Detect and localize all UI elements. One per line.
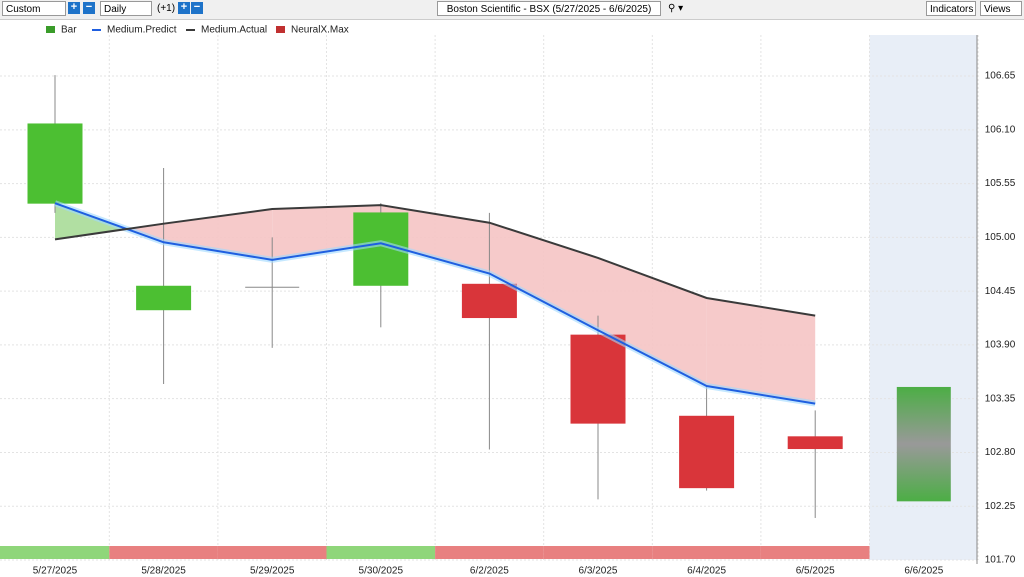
candle-body <box>136 285 192 311</box>
y-tick-label: 102.80 <box>985 447 1016 458</box>
x-tick-label: 6/2/2025 <box>470 566 509 577</box>
legend-label: Medium.Actual <box>201 25 267 36</box>
candle-body <box>27 123 83 204</box>
y-tick-label: 103.90 <box>985 340 1016 351</box>
candle-body <box>787 436 843 450</box>
x-tick-label: 6/4/2025 <box>687 566 726 577</box>
candle-body <box>570 334 626 424</box>
y-tick-label: 104.45 <box>985 286 1016 297</box>
candle-body <box>679 415 735 489</box>
signal-strip <box>0 546 110 559</box>
band-fill <box>598 257 707 386</box>
remove-button[interactable]: − <box>83 2 95 14</box>
legend-label: NeuralX.Max <box>291 25 349 36</box>
band-fill <box>706 297 816 404</box>
x-tick-label: 6/5/2025 <box>796 566 835 577</box>
offset: (+1) <box>157 3 176 14</box>
x-tick-label: 5/27/2025 <box>33 566 78 577</box>
line <box>54 204 816 317</box>
legend-label: Bar <box>61 25 77 36</box>
x-tick-label: 6/6/2025 <box>904 566 943 577</box>
search-icon[interactable]: ⚲ ▾ <box>668 3 684 14</box>
interval-select[interactable]: Daily <box>100 1 152 16</box>
legend-swatch <box>276 26 285 33</box>
y-tick-label: 105.00 <box>985 232 1016 243</box>
band-fill <box>163 209 273 260</box>
x-tick-label: 5/28/2025 <box>141 566 186 577</box>
x-tick-label: 5/30/2025 <box>359 566 404 577</box>
signal-strip <box>652 546 761 559</box>
signal-strip <box>326 546 436 559</box>
symbol-title[interactable]: Boston Scientific - BSX (5/27/2025 - 6/6… <box>437 1 661 16</box>
x-tick-label: 5/29/2025 <box>250 566 295 577</box>
legend-swatch <box>92 29 101 31</box>
chart: 101.70 102.25 102.80 103.35 103.90 104.45 105.… <box>0 25 1016 577</box>
signal-strip <box>435 546 544 559</box>
indicators-button[interactable]: Indicators <box>926 1 976 16</box>
forecast-bar <box>896 386 951 502</box>
legend-label: Medium.Predict <box>107 25 177 36</box>
candle-body <box>461 283 517 319</box>
x-tick-label: 6/3/2025 <box>579 566 618 577</box>
legend-swatch <box>186 29 195 31</box>
y-tick-label: 103.35 <box>985 393 1016 404</box>
signal-strip <box>760 546 870 559</box>
y-tick-label: 106.65 <box>985 71 1016 82</box>
line <box>54 202 816 405</box>
y-tick-label: 105.55 <box>985 178 1016 189</box>
y-tick-label: 106.10 <box>985 124 1016 135</box>
y-tick-label: 102.25 <box>985 501 1016 512</box>
toolbar: Custom + − Daily (+1) + − Boston Scienti… <box>0 0 1024 20</box>
y-tick-label: 101.70 <box>985 555 1016 566</box>
legend-swatch <box>46 26 55 33</box>
signal-strip <box>217 546 327 559</box>
views-button[interactable]: Views <box>980 1 1022 16</box>
signal-strip <box>109 546 218 559</box>
offset-minus[interactable]: − <box>191 2 203 14</box>
signal-strip <box>543 546 653 559</box>
range-select[interactable]: Custom <box>2 1 66 16</box>
offset-plus[interactable]: + <box>178 2 190 14</box>
add-button[interactable]: + <box>68 2 80 14</box>
